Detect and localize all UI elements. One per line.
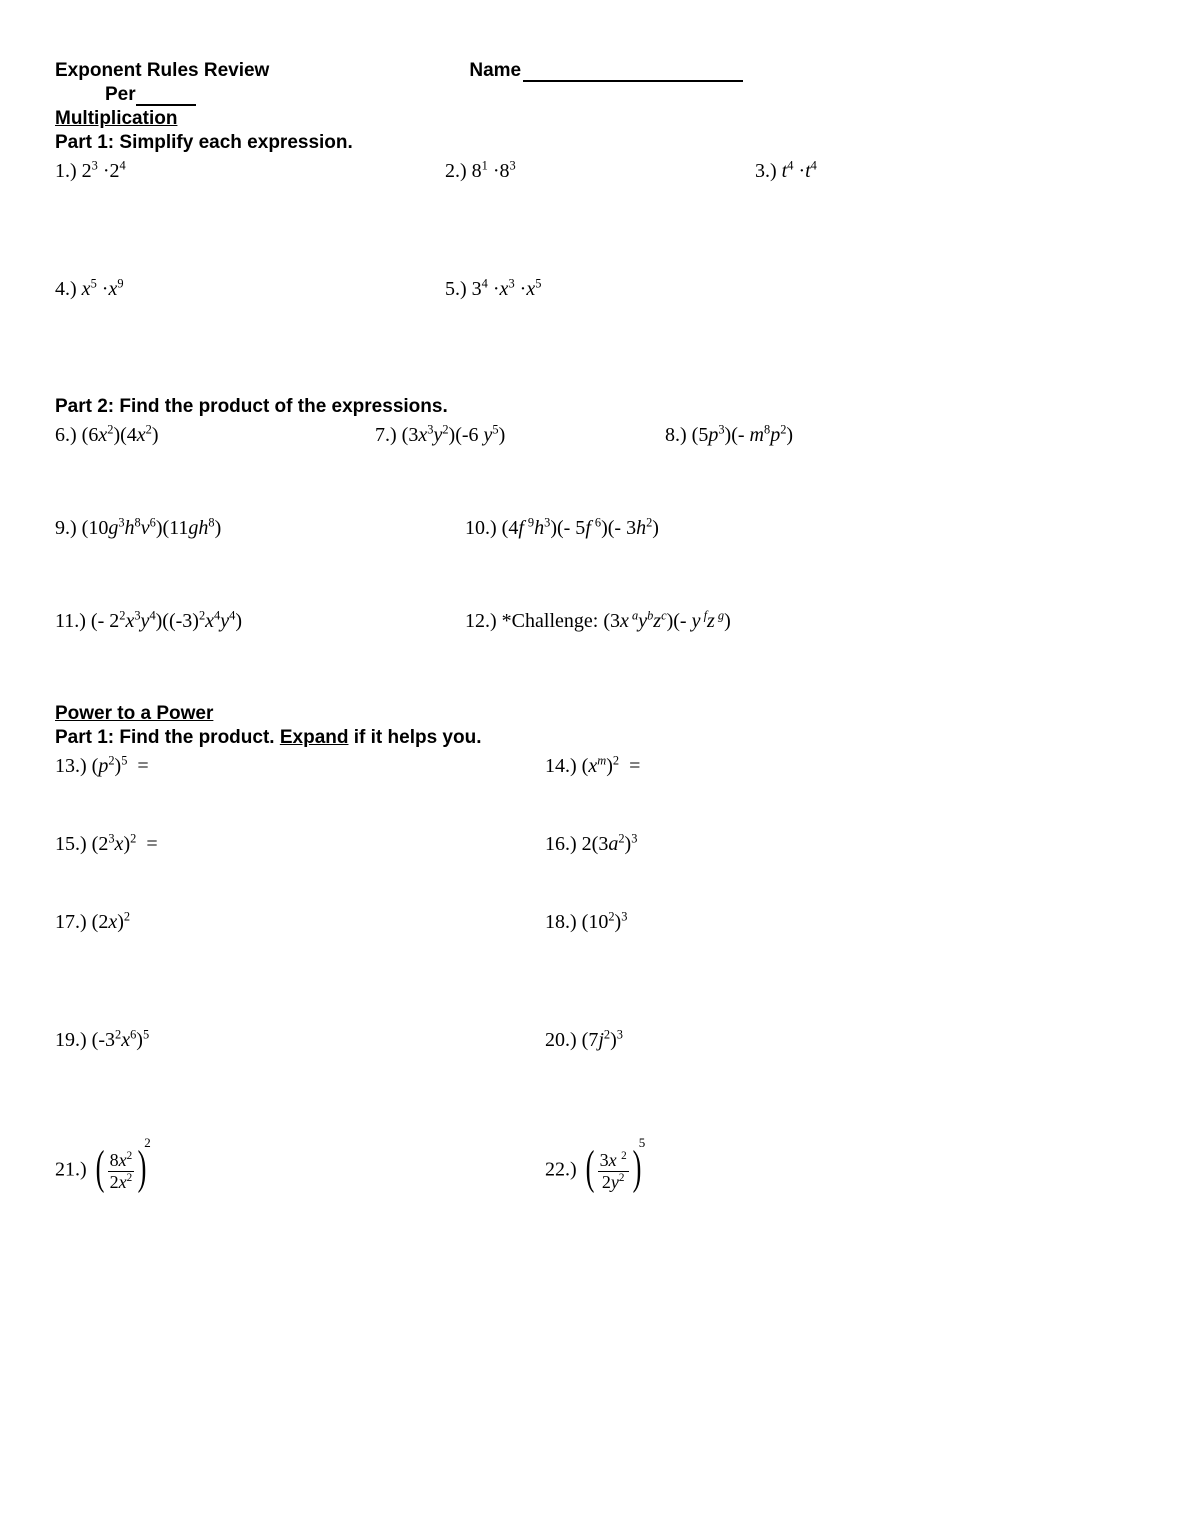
q8: 8.) (5p3)(- m8p2) (665, 424, 1132, 447)
row-q17-18: 17.) (2x)2 18.) (102)3 (55, 911, 1132, 934)
part1b-title: Part 1: Find the product. Expand if it h… (55, 727, 1132, 749)
q11: 11.) (- 22x3y4)((-3)2x4y4) (55, 610, 465, 633)
q4: 4.) x5 ·x9 (55, 278, 445, 301)
part1-title: Part 1: Simplify each expression. (55, 132, 1132, 154)
q9: 9.) (10g3h8v6)(11gh8) (55, 517, 465, 540)
q15: 15.) (23x)2 = (55, 833, 545, 856)
section-power: Power to a Power (55, 703, 1132, 725)
q7: 7.) (3x3y2)(-6 y5) (375, 424, 665, 447)
q18: 18.) (102)3 (545, 911, 1132, 934)
row-q6-8: 6.) (6x2)(4x2) 7.) (3x3y2)(-6 y5) 8.) (5… (55, 424, 1132, 447)
row-q13-14: 13.) (p2)5 = 14.) (xm)2 = (55, 755, 1132, 778)
q20: 20.) (7j2)3 (545, 1029, 1132, 1052)
worksheet-title: Exponent Rules Review (55, 60, 269, 82)
row-q11-12: 11.) (- 22x3y4)((-3)2x4y4) 12.) *Challen… (55, 610, 1132, 633)
q16: 16.) 2(3a2)3 (545, 833, 1132, 856)
q1: 1.) 23 ·24 (55, 160, 445, 183)
q2: 2.) 81 ·83 (445, 160, 755, 183)
row-q4-5: 4.) x5 ·x9 5.) 34 ·x3 ·x5 (55, 278, 1132, 301)
q10: 10.) (4f 9h3)(- 5f 6)(- 3h2) (465, 517, 659, 540)
row-q15-16: 15.) (23x)2 = 16.) 2(3a2)3 (55, 833, 1132, 856)
q21: 21.) (8x22x2)2 (55, 1147, 545, 1195)
per-blank[interactable] (136, 104, 196, 106)
q6: 6.) (6x2)(4x2) (55, 424, 375, 447)
q22: 22.) (3x 22y2)5 (545, 1147, 1132, 1195)
q5: 5.) 34 ·x3 ·x5 (445, 278, 755, 301)
q17: 17.) (2x)2 (55, 911, 545, 934)
row-q21-22: 21.) (8x22x2)2 22.) (3x 22y2)5 (55, 1147, 1132, 1195)
row-q19-20: 19.) (-32x6)5 20.) (7j2)3 (55, 1029, 1132, 1052)
name-label: Name (469, 60, 743, 82)
name-blank[interactable] (523, 80, 743, 82)
q12: 12.) *Challenge: (3x aybzc)(- y fz g) (465, 610, 731, 633)
per-row: Per (105, 84, 1132, 106)
row-q1-3: 1.) 23 ·24 2.) 81 ·83 3.) t4 ·t4 (55, 160, 1132, 183)
q14: 14.) (xm)2 = (545, 755, 1132, 778)
q13: 13.) (p2)5 = (55, 755, 545, 778)
header-row: Exponent Rules Review Name (55, 60, 1132, 82)
section-multiplication: Multiplication (55, 108, 1132, 130)
q19: 19.) (-32x6)5 (55, 1029, 545, 1052)
row-q9-10: 9.) (10g3h8v6)(11gh8) 10.) (4f 9h3)(- 5f… (55, 517, 1132, 540)
part2-title: Part 2: Find the product of the expressi… (55, 396, 1132, 418)
q3: 3.) t4 ·t4 (755, 160, 1132, 183)
